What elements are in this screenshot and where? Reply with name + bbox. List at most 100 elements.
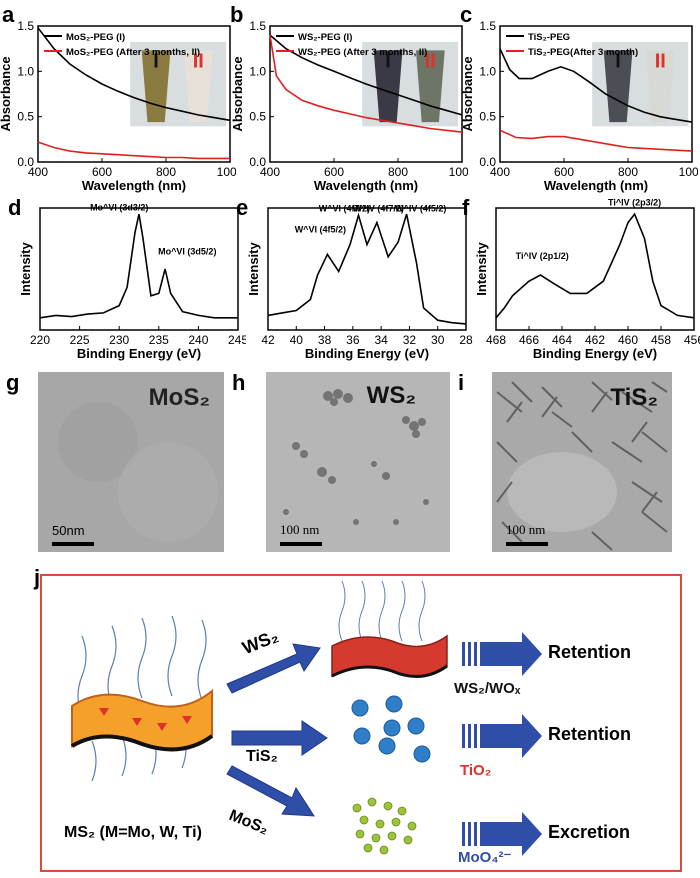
peak-label: W^VI (4f5/2) xyxy=(295,224,346,234)
x-tick-label: 28 xyxy=(459,333,473,347)
plot-frame xyxy=(499,25,693,163)
arrow-tis2 xyxy=(231,720,328,756)
peak-label: Mo^VI (3d3/2) xyxy=(90,202,148,212)
fate-retention-ws2: Retention xyxy=(548,642,631,662)
y-axis-title: Intensity xyxy=(474,242,489,296)
fate-excretion-mos2: Excretion xyxy=(548,822,631,842)
x-tick-label: 800 xyxy=(156,165,176,179)
tem-label-tis2: TiS₂ xyxy=(610,384,658,411)
x-axis-title: Binding Energy (eV) xyxy=(533,346,657,361)
scale-bar-mos2 xyxy=(52,542,94,546)
series-line-2 xyxy=(269,34,463,133)
y-tick-label: 1.5 xyxy=(249,19,266,33)
tio2-particles xyxy=(351,695,431,763)
x-tick-label: 38 xyxy=(318,333,332,347)
tem-image-tis2: TiS₂ 100 nm xyxy=(492,372,672,552)
inset-label-ii: II xyxy=(425,50,436,72)
inset-photo: I II xyxy=(130,42,227,127)
x-tick-label: 400 xyxy=(28,165,48,179)
x-axis-title: Wavelength (nm) xyxy=(82,178,186,193)
tem-label-mos2: MoS₂ xyxy=(148,384,210,411)
peak-label: W^VI (4f7/2) xyxy=(319,204,370,214)
y-axis-title: Intensity xyxy=(18,242,33,296)
fate-retention-tis2: Retention xyxy=(548,724,631,744)
ws2-wox-sheet xyxy=(331,580,448,678)
degradation-schematic: WS₂ TiS₂ MoS₂ WS₂/WOₓ TiO₂ MoO₄²⁻ Retent… xyxy=(40,574,682,872)
x-axis-title: Binding Energy (eV) xyxy=(305,346,429,361)
plot-frame xyxy=(495,207,695,331)
x-tick-label: 400 xyxy=(260,165,280,179)
y-tick-label: 1.0 xyxy=(17,64,34,78)
panel-letter-h: h xyxy=(232,370,246,395)
legend-label: WS₂-PEG (After 3 months, II) xyxy=(298,47,427,58)
xps-chart-ti: 468 466 464 462 460 458 456 Binding Energy (eV)… xyxy=(474,198,700,361)
arrow-ws2 xyxy=(226,643,321,694)
inset-label-i: I xyxy=(615,50,621,72)
x-tick-label: 42 xyxy=(261,333,275,347)
scale-bar-ws2 xyxy=(280,542,322,546)
panel-letter-i: i xyxy=(458,370,465,395)
x-tick-label: 36 xyxy=(346,333,360,347)
y-tick-label: 1.0 xyxy=(249,64,266,78)
fate-arrows xyxy=(462,632,542,856)
y-tick-label: 0.0 xyxy=(479,155,496,169)
peak-label: Mo^VI (3d5/2) xyxy=(158,246,216,256)
inset-photo: I II xyxy=(592,42,689,127)
legend-label: MoS₂-PEG (After 3 months, II) xyxy=(66,47,200,58)
peak-label: Ti^IV (2p3/2) xyxy=(608,198,661,208)
product-ws2-wox: WS₂/WOₓ xyxy=(454,680,521,697)
y-tick-label: 0.5 xyxy=(479,110,496,124)
peak-label: W^IV (4f7/2) xyxy=(353,204,404,214)
inset-label-ii: II xyxy=(193,50,204,72)
plot-frame xyxy=(39,207,239,331)
x-tick-label: 40 xyxy=(290,333,304,347)
series-line-1 xyxy=(37,27,231,122)
x-tick-label: 462 xyxy=(585,333,605,347)
panel-letter-g: g xyxy=(6,370,20,395)
x-tick-label: 245 xyxy=(228,333,246,347)
x-tick-label: 230 xyxy=(109,333,129,347)
x-axis-title: Wavelength (nm) xyxy=(314,178,418,193)
route-label-tis2: TiS₂ xyxy=(246,748,278,765)
x-tick-label: 456 xyxy=(684,333,700,347)
inset-label-i: I xyxy=(385,50,391,72)
tem-image-mos2: MoS₂ 50nm xyxy=(38,372,224,552)
x-tick-label: 466 xyxy=(519,333,539,347)
scale-bar-tis2 xyxy=(506,542,548,546)
moo4-particles xyxy=(352,797,417,855)
series-line-2 xyxy=(499,129,693,152)
x-tick-label: 225 xyxy=(70,333,90,347)
y-tick-label: 0.0 xyxy=(17,155,34,169)
scale-bar-label-ws2: 100 nm xyxy=(280,522,320,537)
panel-letter-j: j xyxy=(32,565,43,591)
peak-label: Ti^IV (2p1/2) xyxy=(516,251,569,261)
x-axis-title: Binding Energy (eV) xyxy=(77,346,201,361)
x-tick-label: 600 xyxy=(92,165,112,179)
panel-letter-d: d xyxy=(8,195,22,220)
product-moo4: MoO₄²⁻ xyxy=(458,849,512,866)
series-line-1 xyxy=(499,48,693,123)
panel-letter-a: a xyxy=(2,2,15,27)
y-tick-label: 0.5 xyxy=(17,110,34,124)
x-tick-label: 800 xyxy=(388,165,408,179)
x-tick-label: 235 xyxy=(149,333,169,347)
series-line-1 xyxy=(495,212,695,319)
schematic-drawing xyxy=(70,580,542,856)
panel-letter-c: c xyxy=(460,2,473,27)
y-tick-label: 0.5 xyxy=(249,110,266,124)
legend-label: MoS₂-PEG (I) xyxy=(66,32,125,43)
x-tick-label: 600 xyxy=(554,165,574,179)
x-tick-label: 400 xyxy=(490,165,510,179)
product-tio2: TiO₂ xyxy=(460,762,492,779)
x-tick-label: 34 xyxy=(374,333,388,347)
panel-letter-e: e xyxy=(236,195,249,220)
inset-label-ii: II xyxy=(655,50,666,72)
plot-frame xyxy=(269,25,463,163)
x-tick-label: 458 xyxy=(651,333,671,347)
y-axis-title: Absorbance xyxy=(462,56,475,131)
y-tick-label: 1.5 xyxy=(17,19,34,33)
peak-label: W^IV (4f5/2) xyxy=(395,204,446,214)
x-tick-label: 220 xyxy=(30,333,50,347)
